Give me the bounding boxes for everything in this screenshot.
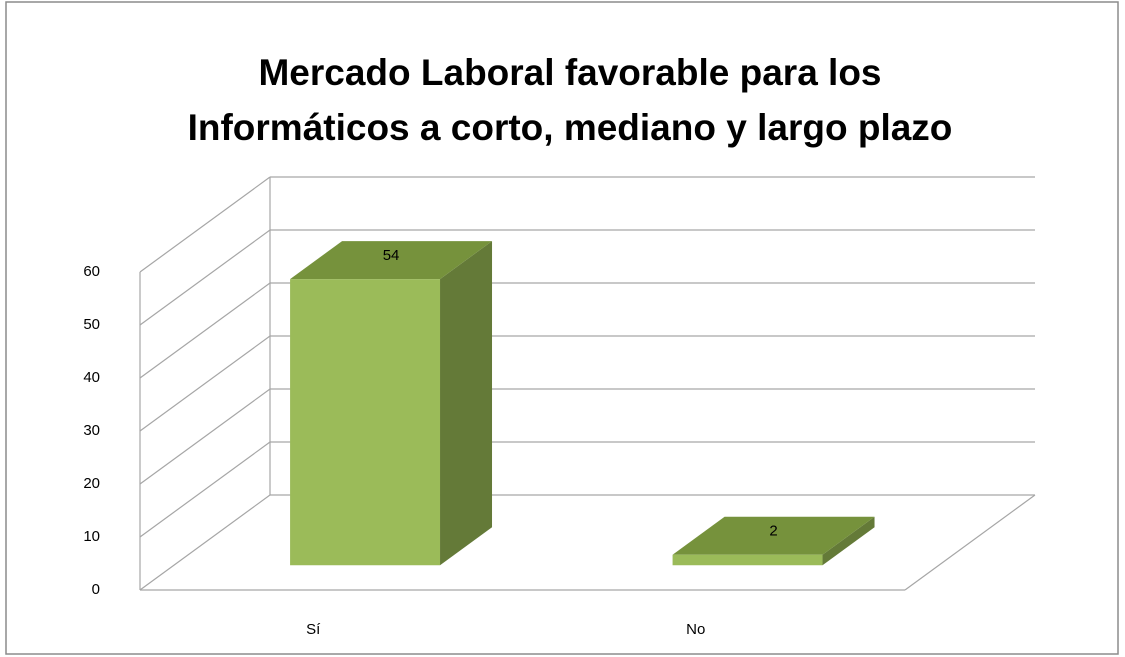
data-label: 2 [769, 523, 777, 540]
y-tick-label: 0 [92, 581, 100, 598]
y-tick-label: 10 [83, 528, 100, 545]
bar-side [440, 241, 493, 566]
bar-side [822, 516, 875, 566]
bar [672, 554, 823, 566]
y-tick-label: 30 [83, 422, 100, 439]
grid-line [139, 229, 271, 326]
y-tick-label: 20 [83, 475, 100, 492]
chart-title: Mercado Laboral favorable para los [258, 52, 881, 93]
data-label: 54 [383, 247, 400, 264]
x-tick-label: No [686, 621, 705, 638]
y-tick-label: 40 [83, 369, 100, 386]
grid-line [139, 282, 271, 379]
grid-line [139, 176, 271, 273]
x-tick-label: Sí [306, 621, 321, 638]
grid-line [139, 388, 271, 485]
grid-line [139, 494, 271, 591]
chart-title: Informáticos a corto, mediano y largo pl… [188, 107, 953, 148]
floor-edge [904, 494, 1036, 591]
bar-top [290, 241, 493, 280]
grid-line [139, 335, 271, 432]
bar-top [672, 516, 875, 555]
bar [290, 279, 441, 566]
grid-line [139, 441, 271, 538]
chart-border [5, 1, 1119, 655]
y-tick-label: 50 [83, 316, 100, 333]
y-tick-label: 60 [83, 263, 100, 280]
